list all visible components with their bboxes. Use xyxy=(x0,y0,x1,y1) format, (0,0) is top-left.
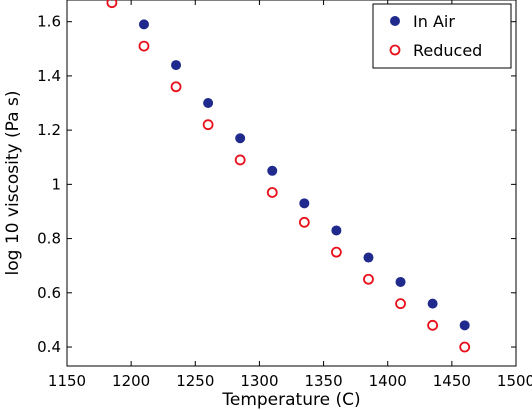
y-tick-label: 0.8 xyxy=(37,230,61,248)
x-axis: 1150 1200 1250 1300 1350 1400 1450 1500 xyxy=(48,0,532,390)
legend-box xyxy=(372,3,512,69)
x-tick-label: 1250 xyxy=(176,372,214,390)
y-axis-title: log 10 viscosity (Pa s) xyxy=(3,91,23,276)
in-air-point xyxy=(171,60,182,71)
in-air-point xyxy=(363,252,374,263)
reduced-point xyxy=(202,119,214,131)
x-tick-label: 1500 xyxy=(497,372,532,390)
reduced-point xyxy=(138,40,150,52)
reduced-point xyxy=(427,319,439,331)
y-axis: 0.4 0.6 0.8 1 1.2 1.4 1.6 xyxy=(37,13,516,356)
reduced-point xyxy=(459,341,471,353)
x-axis-title: Temperature (C) xyxy=(221,390,360,410)
x-tick-label: 1350 xyxy=(304,372,342,390)
y-tick-label: 1 xyxy=(51,175,61,193)
y-tick-label: 1.4 xyxy=(37,67,61,85)
y-tick-label: 1.6 xyxy=(37,13,61,31)
reduced-point xyxy=(266,187,278,198)
reduced-point xyxy=(330,246,342,258)
reduced-point xyxy=(106,0,118,9)
legend-marker-in-air xyxy=(390,16,400,26)
x-tick-label: 1450 xyxy=(433,372,471,390)
legend-marker-reduced xyxy=(389,44,401,56)
in-air-point xyxy=(299,198,310,209)
legend: In Air Reduced xyxy=(372,3,512,69)
x-tick-label: 1200 xyxy=(112,372,150,390)
reduced-point xyxy=(363,273,374,285)
legend-label-in-air: In Air xyxy=(413,12,455,31)
x-tick-label: 1150 xyxy=(48,372,86,390)
in-air-point xyxy=(203,98,214,109)
reduced-point xyxy=(234,154,246,166)
reduced-point xyxy=(170,81,182,93)
reduced-point xyxy=(298,216,310,228)
in-air-point xyxy=(267,165,278,176)
y-tick-label: 1.2 xyxy=(37,121,61,139)
data-points xyxy=(106,0,471,353)
in-air-point xyxy=(331,225,342,236)
y-tick-label: 0.4 xyxy=(37,338,61,356)
legend-label-reduced: Reduced xyxy=(413,41,482,60)
in-air-point xyxy=(138,19,149,30)
reduced-point xyxy=(395,298,406,310)
x-tick-label: 1300 xyxy=(240,372,278,390)
x-tick-label: 1400 xyxy=(369,372,407,390)
in-air-point xyxy=(395,276,406,287)
in-air-point xyxy=(427,298,438,309)
in-air-point xyxy=(235,133,246,144)
in-air-point xyxy=(459,320,470,331)
y-tick-label: 0.6 xyxy=(37,284,61,302)
